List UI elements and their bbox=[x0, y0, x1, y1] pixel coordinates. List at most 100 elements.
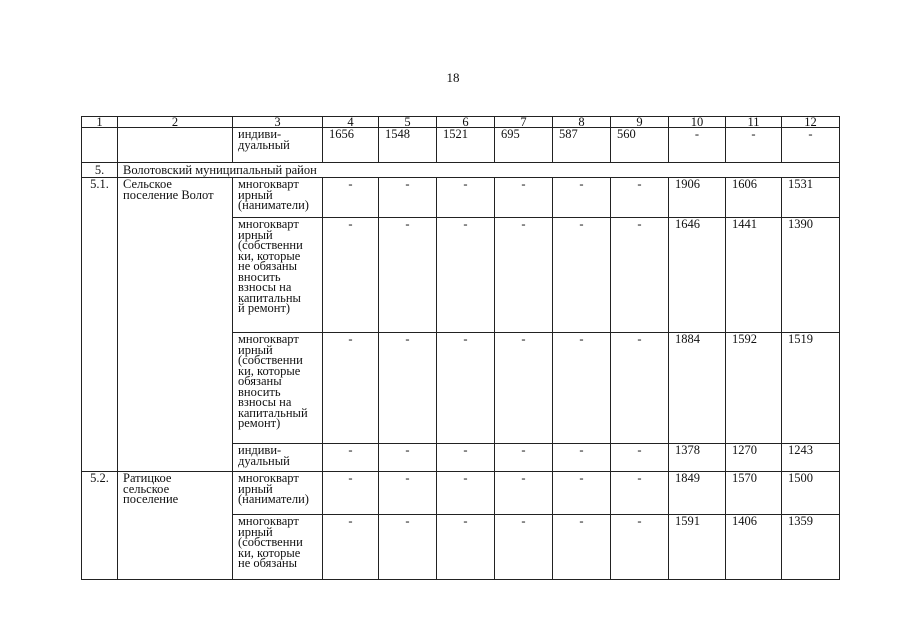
value-cell: 1441 bbox=[725, 217, 782, 333]
value-cell: - bbox=[322, 471, 379, 515]
settlement-name: Сельское поселение Волот bbox=[117, 177, 233, 472]
value-cell: - bbox=[668, 127, 726, 163]
table-row: 5.1. Сельское поселение Волот многокварт и… bbox=[81, 177, 840, 472]
value-cell: 1519 bbox=[781, 332, 840, 444]
value-cell: - bbox=[378, 514, 437, 580]
value-cell: 695 bbox=[494, 127, 553, 163]
value-cell: 1270 bbox=[725, 443, 782, 472]
table-row: индиви- дуальный - - - - - -1378 1270 1243 bbox=[82, 443, 840, 472]
value-cell: - bbox=[494, 332, 553, 444]
value-cell: - bbox=[436, 471, 495, 515]
table-row: многокварт ирный (собственни ки, которые… bbox=[82, 514, 840, 580]
value-cell: - bbox=[494, 443, 553, 472]
value-cell: - bbox=[552, 514, 611, 580]
value-cell: 1570 bbox=[725, 471, 782, 515]
value-cell: - bbox=[781, 127, 840, 163]
value-cell: - bbox=[436, 332, 495, 444]
value-cell: 1359 bbox=[781, 514, 840, 580]
row-number-cell: 5.1. bbox=[81, 177, 118, 472]
column-header: 6 bbox=[436, 116, 495, 128]
value-cell: - bbox=[552, 471, 611, 515]
housing-type-cell: индиви- дуальный bbox=[232, 443, 323, 472]
housing-type-cell: многокварт ирный (наниматели) bbox=[232, 471, 323, 515]
value-cell: - bbox=[378, 443, 437, 472]
column-header: 9 bbox=[610, 116, 669, 128]
value-cell: 1849 bbox=[668, 471, 726, 515]
settlement-cell bbox=[117, 127, 233, 163]
section-number: 5. bbox=[81, 162, 118, 178]
value-cell: - bbox=[436, 177, 495, 218]
column-header: 12 bbox=[781, 116, 840, 128]
value-cell: - bbox=[552, 443, 611, 472]
housing-type-cell: многокварт ирный (собственни ки, которые… bbox=[232, 514, 323, 580]
column-header: 3 bbox=[232, 116, 323, 128]
value-cell: 1606 bbox=[725, 177, 782, 218]
value-cell: - bbox=[378, 471, 437, 515]
housing-type-cell: многокварт ирный (наниматели) bbox=[232, 177, 323, 218]
row-number-cell bbox=[81, 127, 118, 163]
header-row: 1 2 3 4 5 6 7 8 9 10 11 12 bbox=[81, 116, 840, 128]
value-cell: 1406 bbox=[725, 514, 782, 580]
value-cell: - bbox=[552, 332, 611, 444]
value-cell: - bbox=[436, 217, 495, 333]
value-cell: 560 bbox=[610, 127, 669, 163]
value-cell: 1646 bbox=[668, 217, 726, 333]
column-header: 8 bbox=[552, 116, 611, 128]
value-cell: 1378 bbox=[668, 443, 726, 472]
value-cell: 1243 bbox=[781, 443, 840, 472]
value-cell: - bbox=[322, 217, 379, 333]
value-cell: - bbox=[494, 217, 553, 333]
value-cell: - bbox=[610, 332, 669, 444]
table-row: 5. Волотовский муниципальный район bbox=[81, 162, 840, 178]
value-cell: 1592 bbox=[725, 332, 782, 444]
value-cell: - bbox=[322, 332, 379, 444]
value-cell: - bbox=[494, 177, 553, 218]
value-cell: - bbox=[610, 217, 669, 333]
settlement-name: Ратицкое сельское поселение bbox=[117, 471, 233, 580]
value-cell: 1500 bbox=[781, 471, 840, 515]
value-cell: - bbox=[322, 177, 379, 218]
tariff-table: 1 2 3 4 5 6 7 8 9 10 11 12 индиви- дуальный 1656 1548… bbox=[81, 116, 840, 580]
value-cell: - bbox=[378, 332, 437, 444]
value-cell: 587 bbox=[552, 127, 611, 163]
column-header: 11 bbox=[725, 116, 782, 128]
value-cell: - bbox=[322, 443, 379, 472]
value-cell: - bbox=[610, 177, 669, 218]
value-cell: - bbox=[436, 443, 495, 472]
housing-type-cell: многокварт ирный (собственни ки, которые… bbox=[232, 217, 323, 333]
column-header: 5 bbox=[378, 116, 437, 128]
table-row: многокварт ирный (собственни ки, которые… bbox=[82, 332, 840, 444]
housing-type-cell: индиви- дуальный bbox=[232, 127, 323, 163]
value-cell: - bbox=[552, 217, 611, 333]
value-cell: 1656 bbox=[322, 127, 379, 163]
row-number-cell: 5.2. bbox=[81, 471, 118, 580]
column-header: 2 bbox=[117, 116, 233, 128]
value-cell: 1548 bbox=[378, 127, 437, 163]
value-cell: 1884 bbox=[668, 332, 726, 444]
column-header: 1 bbox=[81, 116, 118, 128]
value-cell: - bbox=[552, 177, 611, 218]
section-title: Волотовский муниципальный район bbox=[117, 162, 840, 178]
value-cell: 1521 bbox=[436, 127, 495, 163]
value-cell: 1531 bbox=[781, 177, 840, 218]
value-cell: - bbox=[378, 177, 437, 218]
column-header: 10 bbox=[668, 116, 726, 128]
housing-type-cell: многокварт ирный (собственни ки, которые… bbox=[232, 332, 323, 444]
value-cell: - bbox=[436, 514, 495, 580]
table-row: 5.2. Ратицкое сельское поселение многоквар… bbox=[81, 471, 840, 580]
value-cell: - bbox=[725, 127, 782, 163]
table-row: индиви- дуальный 1656 1548 1521 695 587 560- - - bbox=[81, 127, 840, 163]
value-cell: - bbox=[322, 514, 379, 580]
value-cell: - bbox=[494, 514, 553, 580]
table-row: многокварт ирный (собственни ки, которые… bbox=[82, 217, 840, 333]
value-cell: 1390 bbox=[781, 217, 840, 333]
value-cell: - bbox=[494, 471, 553, 515]
value-cell: 1906 bbox=[668, 177, 726, 218]
value-cell: - bbox=[610, 443, 669, 472]
value-cell: - bbox=[610, 514, 669, 580]
column-header: 7 bbox=[494, 116, 553, 128]
value-cell: 1591 bbox=[668, 514, 726, 580]
column-header: 4 bbox=[322, 116, 379, 128]
page-number: 18 bbox=[446, 70, 460, 85]
value-cell: - bbox=[378, 217, 437, 333]
